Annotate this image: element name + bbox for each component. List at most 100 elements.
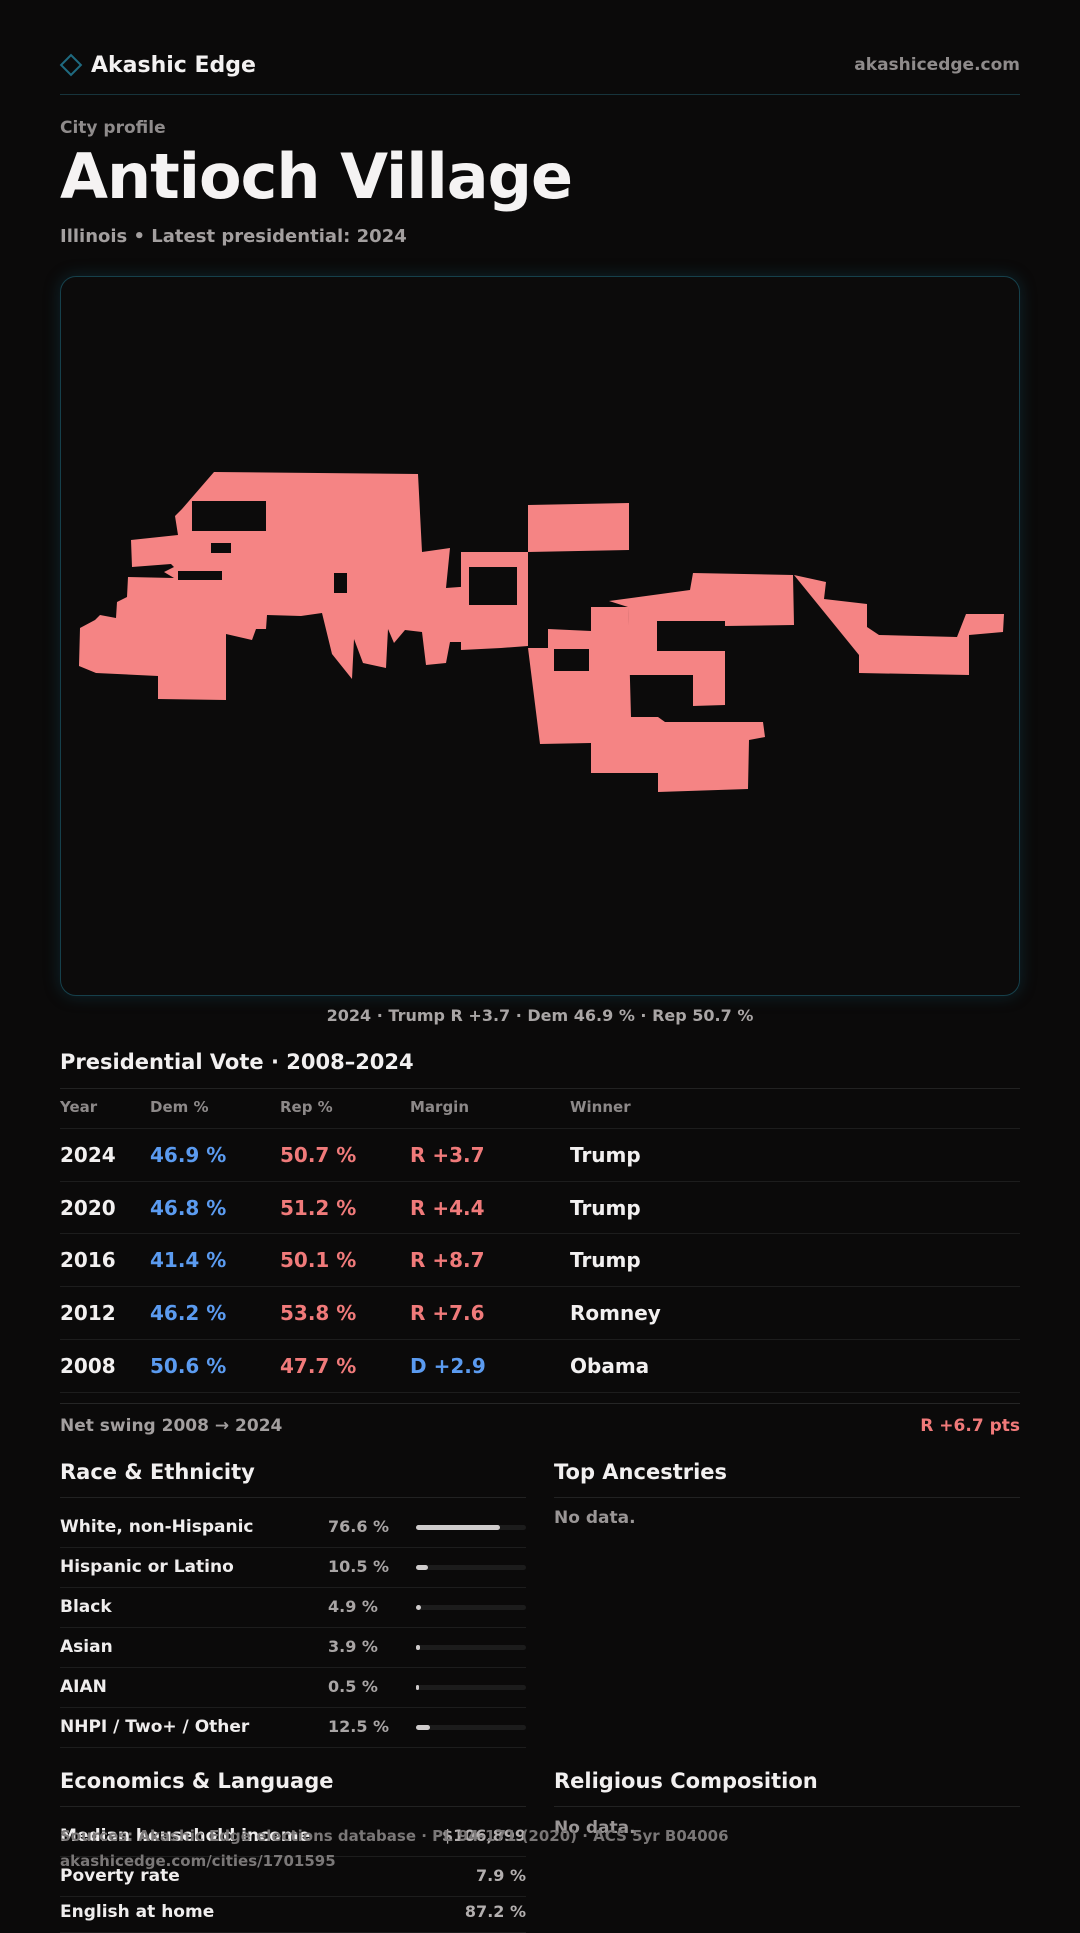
race-pct: 10.5 % (328, 1557, 390, 1576)
race-bar-fill (416, 1645, 420, 1650)
divider (60, 1806, 526, 1807)
table-row: 2012 46.2 % 53.8 % R +7.6 Romney (60, 1286, 1020, 1339)
race-row: Hispanic or Latino 10.5 % (60, 1547, 526, 1588)
winner-cell: Trump (570, 1143, 641, 1167)
brand-name: Akashic Edge (91, 52, 256, 78)
econ-label: Poverty rate (60, 1866, 180, 1886)
dem-cell: 41.4 % (150, 1248, 227, 1272)
race-section-title: Race & Ethnicity (60, 1460, 255, 1484)
econ-row: Median household income $106,899 (60, 1816, 526, 1857)
divider (60, 1497, 526, 1498)
race-bar (416, 1645, 526, 1650)
votes-table-header: Year Dem % Rep % Margin Winner (60, 1098, 1020, 1128)
divider (554, 1806, 1020, 1807)
page-title: Antioch Village (60, 140, 573, 213)
table-row: 2024 46.9 % 50.7 % R +3.7 Trump (60, 1128, 1020, 1181)
city-boundary-map (79, 472, 1004, 792)
footer-sources: Sources: Akashic Edge elections database… (60, 1827, 729, 1845)
map-caption: 2024 · Trump R +3.7 · Dem 46.9 % · Rep 5… (326, 1006, 754, 1025)
race-bar (416, 1605, 526, 1610)
race-bar-fill (416, 1725, 430, 1730)
col-rep: Rep % (280, 1098, 333, 1116)
race-pct: 4.9 % (328, 1597, 378, 1616)
race-label: NHPI / Two+ / Other (60, 1717, 250, 1737)
race-row: NHPI / Two+ / Other 12.5 % (60, 1707, 526, 1748)
margin-cell: R +4.4 (410, 1196, 485, 1220)
race-bar (416, 1685, 526, 1690)
margin-cell: D +2.9 (410, 1354, 486, 1378)
winner-cell: Romney (570, 1301, 661, 1325)
map-region-east-2 (794, 575, 1004, 675)
page-footer: Sources: Akashic Edge elections database… (60, 1824, 729, 1874)
rep-cell: 47.7 % (280, 1354, 357, 1378)
top-header: Akashic Edge akashicedge.com (59, 48, 1020, 95)
year-cell: 2024 (60, 1143, 116, 1167)
race-bar (416, 1725, 526, 1730)
margin-cell: R +8.7 (410, 1248, 485, 1272)
year-cell: 2020 (60, 1196, 116, 1220)
econ-value: $106,899 (441, 1826, 526, 1845)
rep-cell: 50.1 % (280, 1248, 357, 1272)
brand[interactable]: Akashic Edge (59, 48, 256, 82)
table-row: 2016 41.4 % 50.1 % R +8.7 Trump (60, 1233, 1020, 1286)
net-swing-label: Net swing 2008 → 2024 (60, 1416, 283, 1436)
race-bar-fill (416, 1685, 419, 1690)
divider (60, 1088, 1020, 1089)
diamond-logo-icon (59, 53, 83, 77)
race-pct: 12.5 % (328, 1717, 390, 1736)
race-row: AIAN 0.5 % (60, 1667, 526, 1708)
site-link[interactable]: akashicedge.com (854, 55, 1020, 75)
winner-cell: Trump (570, 1196, 641, 1220)
race-label: Asian (60, 1637, 113, 1657)
race-label: Hispanic or Latino (60, 1557, 234, 1577)
race-bar-fill (416, 1605, 421, 1610)
city-map[interactable] (60, 276, 1020, 996)
footer-url[interactable]: akashicedge.com/cities/1701595 (60, 1852, 336, 1870)
net-swing-value: R +6.7 pts (920, 1416, 1020, 1436)
dem-cell: 46.2 % (150, 1301, 227, 1325)
dem-cell: 50.6 % (150, 1354, 227, 1378)
economics-section-title: Economics & Language (60, 1769, 334, 1793)
net-swing-row: Net swing 2008 → 2024 R +6.7 pts (60, 1403, 1020, 1448)
map-region-north (528, 503, 629, 552)
winner-cell: Obama (570, 1354, 650, 1378)
city-profile-page: Akashic Edge akashicedge.com City profil… (59, 0, 1020, 1933)
rep-cell: 50.7 % (280, 1143, 357, 1167)
col-margin: Margin (410, 1098, 470, 1116)
winner-cell: Trump (570, 1248, 641, 1272)
econ-label: English at home (60, 1902, 215, 1922)
race-bar (416, 1525, 526, 1530)
rep-cell: 51.2 % (280, 1196, 357, 1220)
map-region-west (79, 472, 528, 700)
econ-value: 7.9 % (476, 1866, 526, 1885)
race-bar-fill (416, 1525, 500, 1530)
race-bar-fill (416, 1565, 428, 1570)
race-bar (416, 1565, 526, 1570)
race-label: AIAN (60, 1677, 107, 1697)
ancestries-section-title: Top Ancestries (554, 1460, 728, 1484)
econ-row: English at home 87.2 % (60, 1892, 526, 1933)
race-label: Black (60, 1597, 112, 1617)
divider (554, 1497, 1020, 1498)
dem-cell: 46.8 % (150, 1196, 227, 1220)
table-row: 2020 46.8 % 51.2 % R +4.4 Trump (60, 1181, 1020, 1234)
race-pct: 76.6 % (328, 1517, 390, 1536)
col-year: Year (60, 1098, 98, 1116)
margin-cell: R +3.7 (410, 1143, 485, 1167)
religion-empty: No data. (554, 1818, 636, 1838)
year-cell: 2012 (60, 1301, 116, 1325)
race-row: Asian 3.9 % (60, 1627, 526, 1668)
votes-section-title: Presidential Vote · 2008–2024 (60, 1050, 414, 1074)
econ-value: 87.2 % (464, 1902, 526, 1921)
col-dem: Dem % (150, 1098, 209, 1116)
map-cutouts (178, 501, 725, 671)
margin-cell: R +7.6 (410, 1301, 485, 1325)
race-pct: 3.9 % (328, 1637, 378, 1656)
col-winner: Winner (570, 1098, 631, 1116)
year-cell: 2008 (60, 1354, 116, 1378)
table-row: 2008 50.6 % 47.7 % D +2.9 Obama (60, 1339, 1020, 1393)
race-pct: 0.5 % (328, 1677, 378, 1696)
page-subtitle: Illinois • Latest presidential: 2024 (60, 226, 407, 247)
eyebrow-label: City profile (60, 118, 166, 138)
race-label: White, non-Hispanic (60, 1517, 254, 1537)
